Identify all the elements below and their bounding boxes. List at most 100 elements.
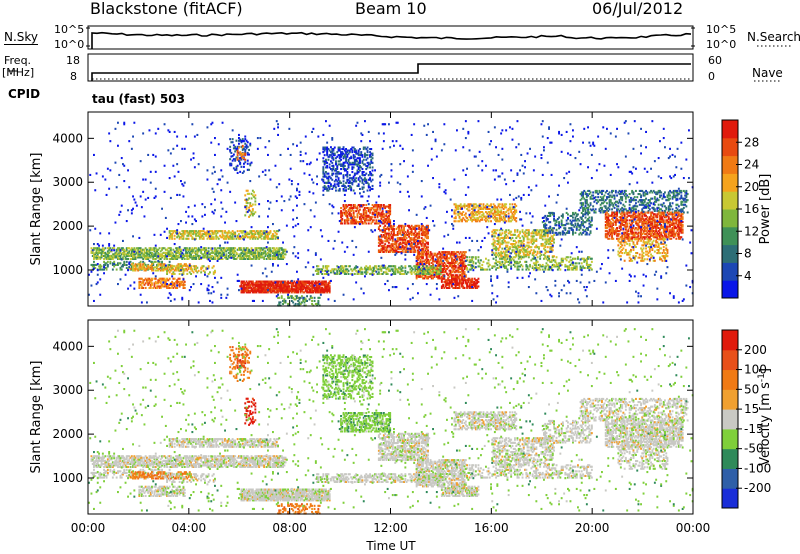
power-cell: [278, 250, 281, 253]
power-cell: [166, 269, 168, 272]
power-cell: [148, 253, 151, 256]
power-cell: [256, 233, 259, 236]
power-cell: [343, 155, 346, 158]
power-cell: [255, 285, 258, 288]
power-cell: [263, 283, 266, 286]
power-cell: [498, 252, 501, 255]
power-cell: [323, 269, 326, 272]
power-cell: [420, 243, 423, 246]
power-cell: [123, 251, 126, 254]
power-cell: [151, 254, 153, 257]
power-cell: [152, 286, 155, 289]
power-cell: [214, 248, 216, 251]
power-cell: [511, 233, 514, 236]
power-cell: [140, 285, 143, 288]
power-cell: [422, 257, 424, 260]
power-cell: [423, 230, 426, 233]
power-cell: [222, 247, 225, 250]
power-cell: [241, 138, 244, 141]
power-cell: [336, 151, 339, 154]
power-cell: [192, 233, 195, 236]
power-cell: [365, 154, 368, 157]
power-cell: [544, 235, 547, 238]
power-cell: [444, 285, 447, 288]
power-cell: [124, 250, 127, 253]
power-cell: [345, 272, 347, 275]
power-cell: [538, 230, 540, 233]
power-cell: [350, 214, 353, 217]
power-cell: [451, 251, 453, 254]
power-cell: [498, 246, 501, 249]
power-cell: [197, 250, 200, 253]
power-cell: [390, 247, 393, 250]
power-cell: [265, 236, 268, 239]
power-cell: [422, 229, 424, 232]
power-cell: [503, 218, 506, 221]
power-cell: [244, 158, 247, 161]
power-cell: [506, 235, 509, 238]
power-cell: [468, 209, 471, 212]
power-cell: [418, 230, 421, 233]
power-cell: [447, 279, 450, 282]
power-cell: [249, 144, 252, 147]
power-cell: [446, 280, 448, 283]
power-cell: [551, 249, 554, 252]
power-cell: [395, 249, 398, 252]
power-cell: [422, 249, 424, 252]
power-cell: [369, 266, 371, 269]
power-cell: [101, 247, 104, 250]
power-cell: [253, 291, 255, 294]
power-cell: [386, 240, 389, 243]
power-cell: [361, 205, 364, 208]
power-cell: [487, 214, 490, 217]
power-cell: [125, 254, 128, 257]
power-cell: [157, 256, 160, 259]
power-cell: [259, 289, 262, 292]
power-cell: [214, 271, 216, 274]
power-cell: [544, 238, 547, 241]
power-cell: [240, 280, 243, 283]
power-cell: [531, 239, 534, 242]
power-cell: [418, 255, 421, 258]
power-cell: [114, 254, 117, 257]
power-cell: [331, 174, 334, 177]
power-cell: [365, 269, 368, 272]
power-cell: [277, 289, 279, 292]
power-cell: [235, 251, 238, 254]
power-cell: [178, 236, 181, 239]
power-cell: [524, 253, 526, 256]
power-cell: [98, 265, 100, 268]
power-cell: [415, 257, 418, 260]
power-cell: [261, 283, 264, 286]
power-cell: [232, 231, 235, 234]
power-cell: [269, 248, 272, 251]
power-cell: [541, 230, 544, 233]
power-cell: [167, 286, 170, 289]
power-cell: [375, 210, 378, 213]
power-cell: [511, 246, 514, 249]
power-cell: [505, 211, 508, 214]
power-cell: [119, 250, 122, 253]
power-cell: [149, 267, 152, 270]
power-cell: [178, 280, 181, 283]
power-cell: [188, 233, 191, 236]
power-cell: [505, 244, 508, 247]
power-cell: [342, 148, 345, 151]
power-cell: [186, 237, 189, 240]
power-cell: [222, 248, 225, 251]
power-cell: [442, 252, 445, 255]
power-cell: [466, 220, 468, 223]
power-cell: [444, 283, 447, 286]
power-cell: [314, 288, 317, 291]
power-cell: [244, 253, 247, 256]
power-cell: [240, 157, 243, 160]
power-cell: [405, 243, 408, 246]
power-cell: [169, 266, 172, 269]
power-cell: [453, 203, 456, 206]
power-cell: [424, 275, 427, 278]
power-cell: [258, 231, 261, 234]
power-cell: [234, 168, 237, 171]
power-cell: [393, 249, 395, 252]
power-cell: [149, 286, 152, 289]
power-cell: [432, 274, 434, 277]
